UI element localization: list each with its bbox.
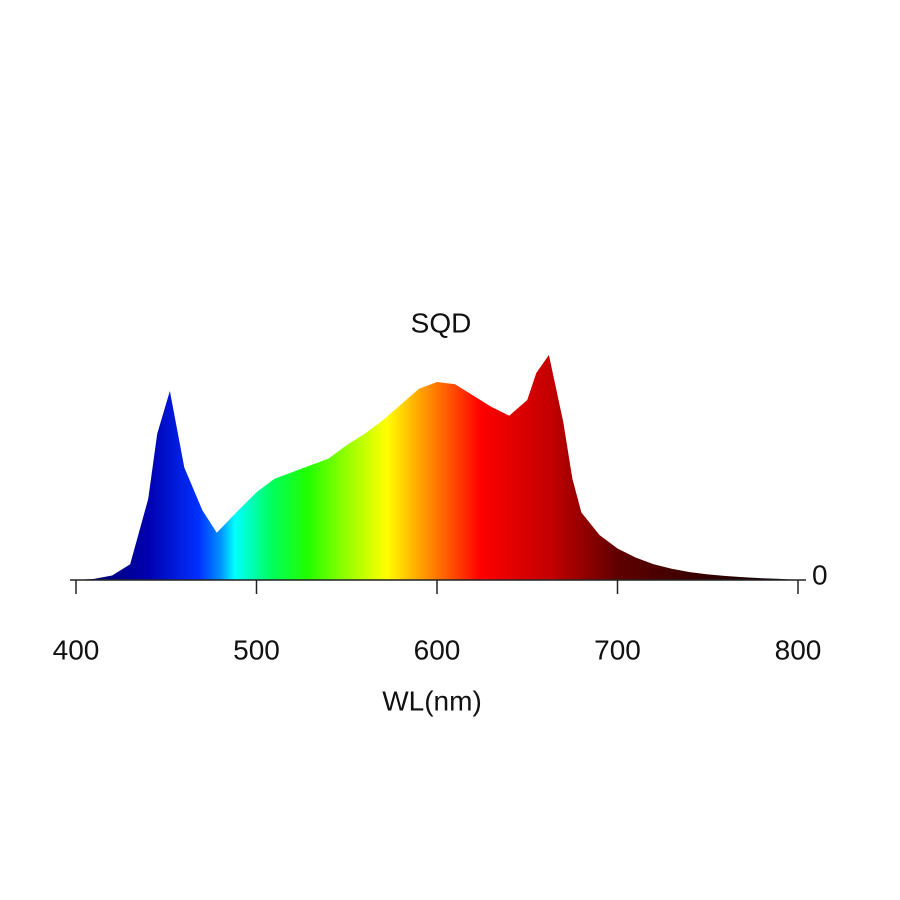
x-tick-label: 400 — [53, 634, 100, 665]
x-tick-label: 800 — [775, 634, 822, 665]
x-tick-label: 500 — [233, 634, 280, 665]
y-tick-label: 0 — [812, 559, 828, 590]
x-tick-label: 600 — [414, 634, 461, 665]
x-axis-label: WL(nm) — [382, 685, 482, 716]
chart-title: SQD — [411, 307, 472, 338]
spectrum-area — [76, 355, 798, 580]
x-tick-label: 700 — [594, 634, 641, 665]
